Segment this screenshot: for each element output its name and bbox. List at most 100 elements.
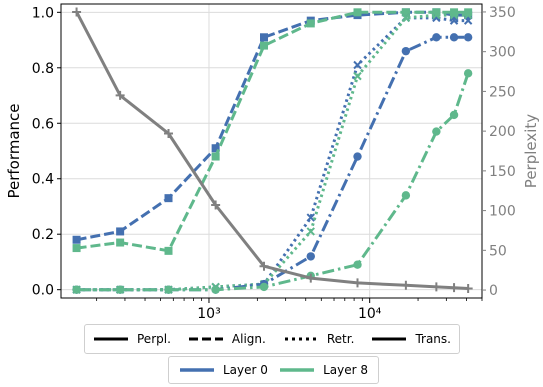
series-layer [72,7,473,294]
y-left-tick-label: 0.8 [32,61,54,77]
data-point-plus [449,283,459,293]
y-right-tick-label: 250 [489,84,516,100]
legend-label-layer-8: Layer 8 [323,363,368,377]
legend-item-perpl: Perpl. [93,332,171,346]
data-point-x [353,60,362,70]
y-right-tick-label: 300 [489,45,516,61]
y-left-tick-label: 0.4 [32,172,54,188]
data-point-square [164,194,173,203]
data-point-circle [164,285,173,294]
data-point-plus [401,280,411,290]
y-left-tick-label: 0.2 [32,227,54,243]
legend-swatch-layer-8 [280,368,315,372]
data-point-plus [431,282,441,292]
data-point-x [353,71,362,81]
y-right-tick-label: 50 [489,243,507,259]
data-point-circle [115,285,125,294]
data-point-circle [211,285,220,294]
data-point-circle [353,260,362,269]
y-right-tick-label: 350 [489,5,516,21]
legend-item-retr: Retr. [283,332,355,346]
data-point-square [211,144,220,153]
y-right-tick-label: 0 [489,283,498,299]
series-perpl [72,7,473,293]
data-point-square [306,19,315,28]
data-point-plus [72,7,82,17]
y-axis-left-title: Performance [5,103,23,198]
series-trans-layer-8 [72,69,473,294]
data-point-square [401,8,410,17]
y-left-tick-label: 1.0 [32,5,54,21]
data-point-plus [259,261,269,271]
y-right-tick-label: 100 [489,204,516,220]
data-point-x [306,227,315,236]
legend-label-trans: Trans. [415,332,451,346]
data-point-square [464,8,473,17]
data-point-x [306,213,315,222]
data-point-square [260,33,269,42]
data-point-square [72,235,81,244]
legend-label-layer-0: Layer 0 [223,363,268,377]
y-left-tick-label: 0.6 [32,116,54,132]
legend-label-perpl: Perpl. [137,332,171,346]
data-point-circle [432,33,441,42]
data-point-plus [211,200,221,210]
data-point-plus [164,129,174,139]
data-point-circle [401,191,411,200]
data-point-square [353,8,362,17]
data-point-square [432,8,441,17]
legend-item-layer-0: Layer 0 [179,363,268,377]
data-point-square [211,152,220,161]
data-point-circle [306,252,315,261]
plot-frame [60,3,483,299]
data-point-plus [115,90,125,100]
data-point-plus [306,273,316,283]
grid-layer [61,4,482,298]
data-point-square [116,238,125,247]
data-point-plus [353,278,363,288]
series-trans-layer-0 [72,33,473,294]
data-point-circle [463,69,473,78]
series-align-layer-8 [72,8,473,255]
legend-label-retr: Retr. [326,332,355,346]
data-point-circle [432,127,441,136]
data-point-circle [72,285,81,294]
legend-swatch-dashed [188,337,223,341]
data-point-circle [401,46,411,56]
y-axis-right-title: Perplexity [522,114,540,188]
axis-layer: 0.0 0.2 0.4 0.6 0.8 1.0 0 50 100 150 200 250 300 350 1… [32,5,516,322]
data-point-square [72,244,81,253]
x-tick-label: 10⁴ [358,306,382,322]
data-point-x [463,10,473,20]
data-point-x [401,13,411,23]
data-point-circle [353,152,362,161]
data-point-circle [449,33,459,42]
legend-swatch-layer-0 [180,368,214,372]
legend-swatch-dotted [284,337,318,341]
series-retr-layer-8 [72,10,473,294]
data-point-x [432,10,441,20]
data-point-circle [463,33,473,42]
legend-swatch-solid [94,337,128,341]
series-line [76,10,469,242]
legend-swatch-solid-trans [372,337,407,341]
legend-item-trans: Trans. [371,332,451,346]
y-right-tick-label: 200 [489,124,516,140]
data-point-square [116,227,125,236]
data-point-square [164,246,173,255]
data-point-plus [463,283,473,293]
data-point-square [450,8,459,17]
series-line [76,16,469,292]
y-right-tick-label: 150 [489,164,516,180]
series-align-layer-0 [72,8,473,244]
x-tick-label: 10³ [197,306,220,322]
legend-item-layer-8: Layer 8 [279,363,368,377]
y-left-tick-label: 0.0 [32,283,54,299]
data-point-circle [449,110,459,120]
legend-layers: Layer 0 Layer 8 [168,356,379,384]
series-line [76,35,469,292]
data-point-x [449,10,459,20]
data-point-square [260,41,269,50]
legend-label-align: Align. [231,332,266,346]
